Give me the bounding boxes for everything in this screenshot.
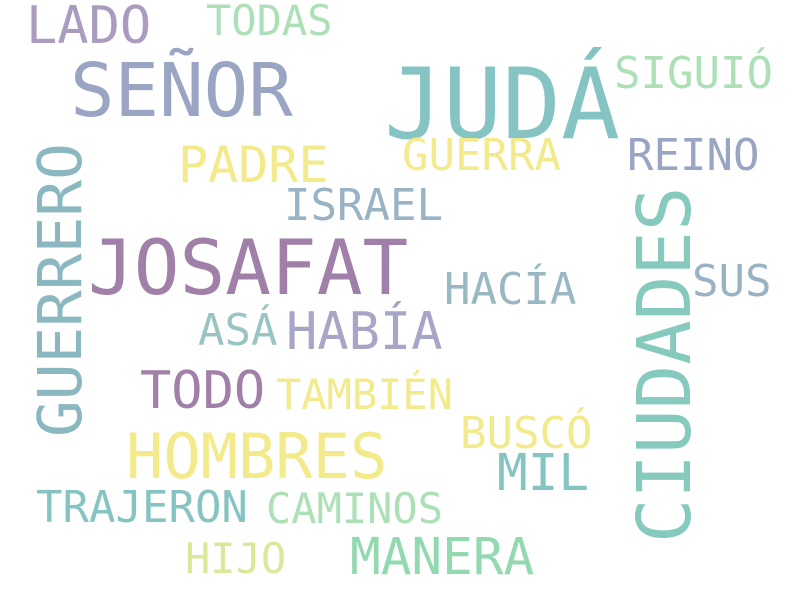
word-reino: REINO — [627, 130, 760, 181]
word-senor: SEÑOR — [70, 48, 293, 134]
word-busco: BUSCÓ — [460, 408, 593, 459]
word-josafat: JOSAFAT — [88, 223, 409, 312]
word-asa: ASÁ — [198, 305, 278, 356]
word-hacia: HACÍA — [444, 264, 577, 315]
word-todas: TODAS — [206, 0, 333, 45]
word-habia: HABÍA — [286, 302, 443, 362]
word-trajeron: TRAJERON — [36, 482, 248, 533]
word-mil: MIL — [497, 444, 590, 503]
word-padre: PADRE — [178, 136, 329, 194]
word-hijo: HIJO — [185, 534, 287, 583]
word-ciudades: CIUDADES — [622, 186, 708, 543]
word-lado: LADO — [26, 0, 152, 56]
word-tambien: TAMBIÉN — [276, 370, 454, 419]
word-siguio: SIGUIÓ — [614, 48, 773, 99]
word-manera: MANERA — [350, 528, 535, 587]
word-guerrero: GUERRERO — [25, 143, 96, 437]
word-israel: ISRAEL — [284, 180, 443, 231]
word-guerra: GUERRA — [402, 130, 561, 181]
word-todo: TODO — [140, 361, 266, 421]
word-sus: SUS — [692, 256, 772, 307]
word-hombres: HOMBRES — [126, 420, 388, 493]
word-juda: JUDÁ — [384, 48, 621, 162]
word-caminos: CAMINOS — [266, 484, 444, 533]
